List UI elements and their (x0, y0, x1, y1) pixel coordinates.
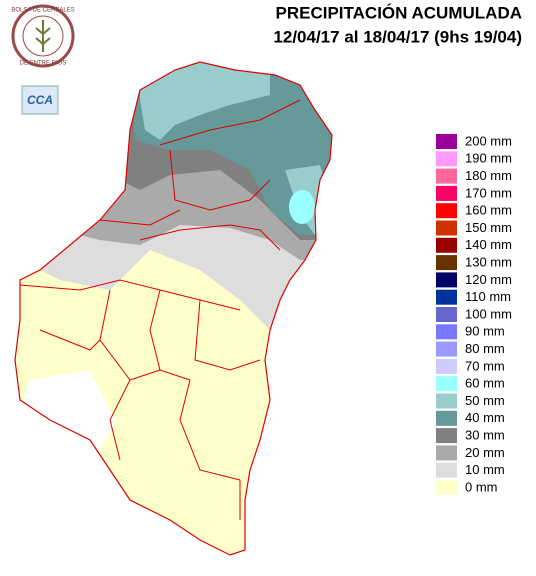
legend-swatch (436, 151, 457, 167)
legend-label: 20 mm (465, 445, 505, 460)
legend-label: 60 mm (465, 376, 505, 391)
legend-swatch (436, 393, 457, 409)
legend: 200 mm 190 mm 180 mm 170 mm 160 mm 150 mm 140 … (436, 133, 512, 495)
legend-label: 110 mm (465, 289, 511, 304)
legend-label: 170 mm (465, 185, 512, 200)
legend-label: 130 mm (465, 255, 512, 270)
subtitle: 12/04/17 al 18/04/17 (9hs 19/04) (273, 27, 522, 46)
legend-label: 200 mm (465, 133, 512, 148)
legend-swatch (436, 410, 457, 426)
legend-swatch (436, 462, 457, 478)
legend-swatch (436, 307, 457, 322)
legend-label: 10 mm (465, 462, 505, 477)
legend-swatch (436, 480, 457, 495)
badge-text: CCA (27, 93, 53, 107)
legend-label: 190 mm (465, 151, 512, 166)
legend-swatch (436, 168, 457, 184)
legend-swatch (436, 272, 457, 288)
legend-label: 180 mm (465, 168, 512, 183)
legend-swatch (436, 428, 457, 444)
legend-swatch (436, 358, 457, 374)
legend-label: 40 mm (465, 410, 505, 425)
legend-label: 70 mm (465, 358, 505, 373)
legend-swatch (436, 324, 457, 340)
legend-swatch (436, 341, 457, 357)
legend-label: 160 mm (465, 203, 512, 218)
badge (21, 85, 59, 115)
legend-label: 150 mm (465, 220, 512, 235)
legend-swatch (436, 376, 457, 392)
province-outline (14, 61, 333, 556)
legend-label: 80 mm (465, 341, 505, 356)
legend-label: 90 mm (465, 324, 505, 339)
province-map (15, 62, 332, 555)
legend-label: 50 mm (465, 393, 505, 408)
legend-label: 140 mm (465, 237, 512, 252)
legend-swatch (436, 445, 457, 461)
legend-swatch (436, 185, 457, 201)
legend-label: 0 mm (465, 479, 498, 494)
title: PRECIPITACIÓN ACUMULADA (276, 3, 523, 22)
legend-swatch (436, 255, 457, 271)
legend-swatch (436, 237, 457, 253)
legend-swatch (436, 203, 457, 219)
legend-label: 100 mm (465, 306, 512, 321)
legend-swatch (436, 134, 457, 149)
legend-label: 30 mm (465, 428, 505, 443)
logo: BOLSA DE CEREALES DE ENTRE RIOS CCA (11, 4, 75, 115)
logo-bottom-text: DE ENTRE RIOS (20, 61, 67, 67)
legend-swatch (436, 289, 457, 305)
legend-label: 120 mm (465, 272, 512, 287)
legend-swatch (436, 220, 457, 236)
logo-top-text: BOLSA DE CEREALES (11, 8, 74, 14)
department-borders (19, 99, 301, 520)
